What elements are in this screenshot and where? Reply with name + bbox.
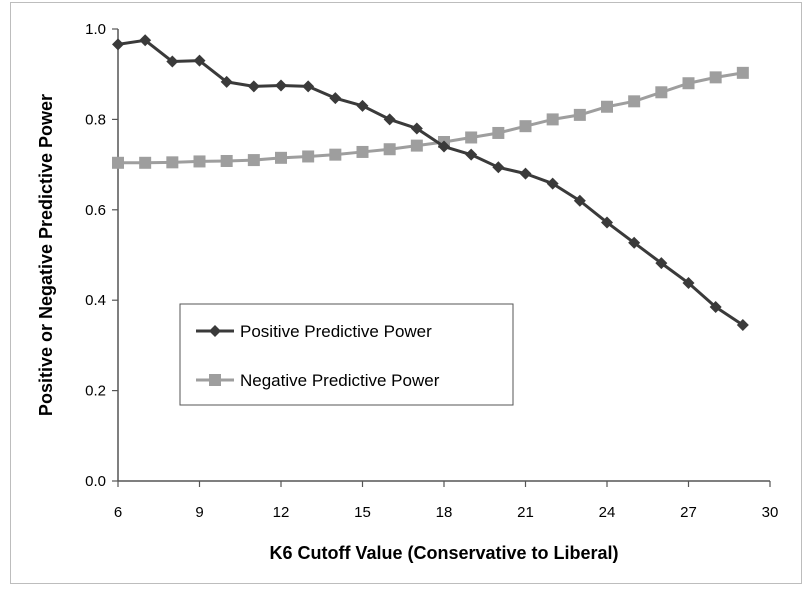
- x-tick-label: 18: [436, 504, 453, 521]
- legend-label-ppp: Positive Predictive Power: [240, 322, 432, 341]
- data-point: [193, 54, 206, 67]
- data-point: [112, 156, 124, 169]
- data-point: [356, 145, 369, 158]
- data-point: [383, 113, 396, 126]
- x-axis-title: K6 Cutoff Value (Conservative to Liberal…: [269, 543, 618, 563]
- data-point: [573, 194, 586, 207]
- tick-group: 0.0 0.2 0.4 0.6 0.8 1.0 6 9 12 15 18 21 24 27 30: [85, 21, 778, 521]
- data-point: [275, 151, 287, 164]
- x-tick-label: 27: [680, 504, 697, 521]
- data-point: [655, 257, 668, 270]
- data-point: [166, 156, 179, 169]
- data-point: [302, 80, 315, 93]
- data-point: [519, 120, 532, 133]
- x-tick-label: 24: [599, 504, 616, 521]
- data-point: [492, 126, 505, 139]
- legend-marker-diamond: [209, 325, 221, 337]
- data-point: [736, 319, 749, 332]
- data-point: [573, 108, 586, 121]
- y-tick-label: 0.6: [85, 202, 106, 219]
- data-point: [438, 140, 450, 153]
- data-point: [709, 71, 722, 84]
- x-tick-label: 21: [517, 504, 534, 521]
- series-group: [112, 34, 749, 332]
- y-tick-label: 0.2: [85, 383, 106, 400]
- x-tick-label: 30: [762, 504, 779, 521]
- y-tick-label: 0.8: [85, 111, 106, 128]
- data-point: [275, 79, 287, 92]
- data-point: [139, 156, 152, 169]
- data-point: [166, 55, 179, 68]
- data-point: [329, 148, 342, 161]
- x-tick-label: 6: [114, 504, 122, 521]
- data-point: [628, 95, 641, 108]
- data-point: [601, 100, 613, 113]
- data-point: [356, 99, 369, 112]
- data-point: [410, 122, 423, 135]
- series-line: [118, 71, 744, 165]
- x-tick-label: 9: [195, 504, 203, 521]
- legend-box: [179, 303, 514, 406]
- legend-label-npp: Negative Predictive Power: [240, 371, 440, 390]
- data-point: [193, 155, 206, 168]
- data-point: [220, 154, 233, 167]
- x-tick-label: 12: [273, 504, 290, 521]
- series-positive-predictive-power: [112, 34, 749, 332]
- data-point: [682, 77, 695, 90]
- x-tick-label: 15: [354, 504, 371, 521]
- data-point: [546, 177, 559, 190]
- data-point: [329, 92, 342, 105]
- data-point: [628, 236, 641, 249]
- data-point: [247, 80, 260, 93]
- data-point: [519, 167, 532, 180]
- data-point: [736, 66, 749, 79]
- data-point: [655, 86, 668, 99]
- y-tick-label: 1.0: [85, 21, 106, 38]
- data-point: [465, 148, 478, 161]
- data-point: [139, 34, 152, 47]
- data-point: [112, 38, 124, 51]
- data-point: [601, 216, 613, 229]
- series-line: [117, 38, 744, 327]
- y-tick-label: 0.0: [85, 473, 106, 490]
- legend: Positive Predictive Power Negative Predi…: [179, 303, 514, 406]
- axes: [117, 29, 770, 482]
- data-point: [247, 154, 260, 167]
- data-point: [302, 150, 315, 163]
- data-point: [410, 139, 423, 152]
- data-point: [220, 75, 233, 88]
- data-point: [682, 277, 695, 290]
- y-tick-label: 0.4: [85, 292, 106, 309]
- data-point: [383, 143, 396, 156]
- data-point: [546, 113, 559, 126]
- series-negative-predictive-power: [112, 66, 749, 169]
- chart-frame: [10, 2, 802, 584]
- legend-marker-square: [209, 374, 221, 386]
- data-point: [465, 131, 478, 144]
- y-axis-title: Positive or Negative Predictive Power: [36, 94, 56, 416]
- data-point: [492, 161, 505, 174]
- data-point: [709, 300, 722, 313]
